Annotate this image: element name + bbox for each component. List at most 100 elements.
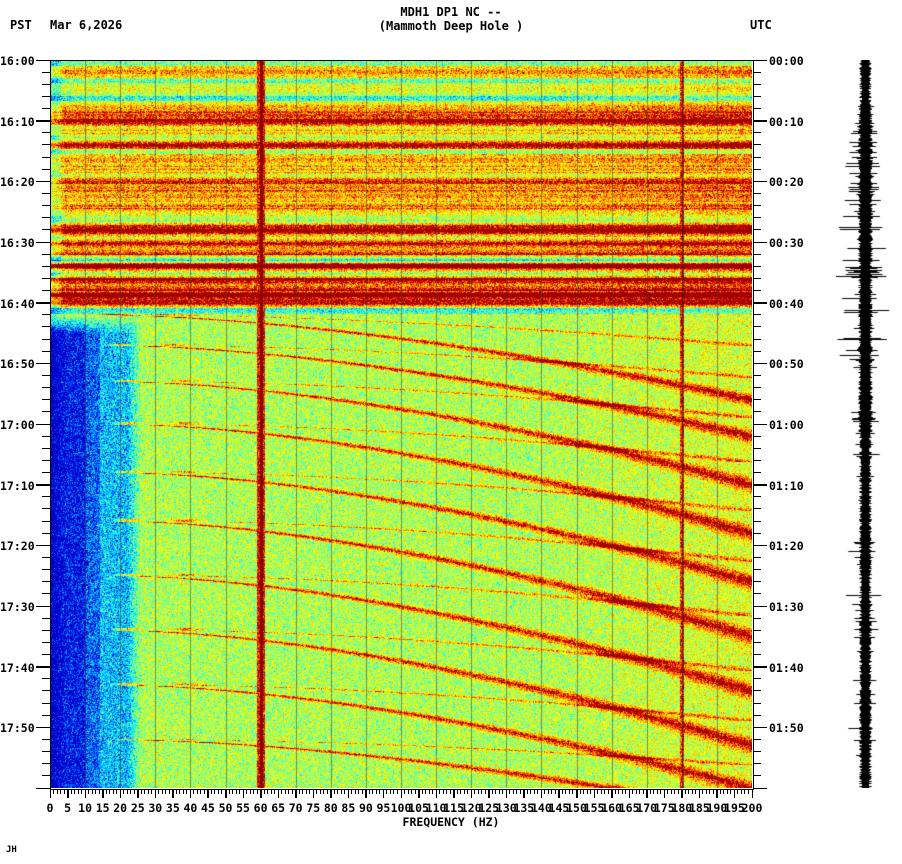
freq-tick-minor	[547, 789, 549, 794]
time-tick-minor-right	[753, 265, 761, 267]
time-tick-label-utc: 00:20	[769, 175, 804, 190]
freq-tick-minor	[186, 789, 188, 794]
time-tick-minor-right	[753, 326, 761, 328]
time-tick-label-pst: 16:20	[0, 175, 35, 190]
freq-tick-major	[365, 789, 367, 798]
freq-tick-minor	[656, 789, 658, 794]
time-tick-minor-left	[42, 253, 50, 255]
time-tick-minor-left	[42, 326, 50, 328]
time-tick-label-pst: 16:10	[0, 114, 35, 129]
time-tick-minor-left	[42, 399, 50, 401]
freq-tick-label: 195	[724, 801, 745, 815]
time-tick-minor-right	[753, 411, 761, 413]
seismogram-trace-panel[interactable]	[836, 60, 900, 788]
freq-tick-minor	[74, 789, 76, 794]
freq-tick-major	[593, 789, 596, 798]
freq-tick-minor	[411, 789, 413, 794]
freq-tick-minor	[618, 789, 620, 794]
freq-tick-label: 135	[513, 801, 535, 815]
time-tick-minor-left	[42, 678, 50, 680]
time-tick-minor-left	[42, 71, 50, 73]
spectrogram-plot-area[interactable]	[50, 60, 752, 788]
freq-tick-minor	[712, 789, 714, 794]
time-tick-minor-left	[42, 192, 50, 194]
freq-tick-minor	[533, 789, 535, 794]
time-tick-major-left	[36, 120, 50, 122]
timezone-label-utc: UTC	[750, 18, 772, 32]
time-tick-minor-right	[753, 192, 761, 194]
freq-tick-minor	[421, 789, 423, 794]
freq-tick-minor	[53, 789, 54, 794]
freq-tick-minor	[333, 789, 335, 794]
time-tick-major-left	[36, 484, 50, 486]
freq-tick-minor	[105, 789, 107, 794]
time-tick-minor-left	[42, 714, 50, 716]
freq-tick-major	[681, 789, 683, 798]
time-tick-minor-right	[753, 217, 761, 219]
time-tick-minor-right	[753, 629, 761, 631]
freq-tick-minor	[228, 789, 230, 794]
freq-tick-minor	[670, 789, 672, 794]
time-tick-minor-right	[753, 205, 761, 207]
freq-tick-major	[435, 789, 438, 798]
time-tick-minor-right	[753, 387, 761, 389]
freq-tick-minor	[210, 789, 212, 794]
freq-tick-minor	[705, 789, 707, 794]
freq-tick-minor	[253, 789, 255, 794]
freq-tick-minor	[147, 789, 149, 794]
freq-tick-major	[189, 789, 192, 798]
freq-tick-minor	[530, 789, 532, 794]
freq-tick-minor	[442, 789, 444, 794]
freq-tick-minor	[590, 789, 592, 794]
freq-tick-minor	[91, 789, 93, 794]
time-tick-minor-left	[42, 338, 50, 340]
time-tick-major-left	[36, 241, 50, 243]
freq-tick-minor	[109, 789, 111, 794]
time-tick-label-pst: 17:00	[0, 418, 35, 432]
freq-tick-major	[663, 789, 666, 798]
freq-tick-minor	[649, 789, 651, 794]
time-tick-major-right	[753, 484, 767, 486]
freq-tick-minor	[688, 789, 690, 794]
corner-mark: JH	[6, 845, 17, 855]
date-label: Mar 6,2026	[50, 18, 123, 32]
freq-tick-major	[242, 789, 245, 798]
time-tick-minor-right	[753, 71, 761, 73]
freq-tick-major	[505, 789, 508, 798]
freq-tick-minor	[439, 789, 441, 794]
time-tick-label-utc: 01:20	[769, 539, 804, 554]
time-tick-label-utc: 01:40	[769, 660, 804, 675]
freq-tick-major	[488, 789, 490, 798]
freq-tick-minor	[719, 789, 721, 794]
freq-tick-label: 70	[288, 801, 303, 815]
freq-tick-major	[137, 789, 139, 798]
time-tick-minor-left	[42, 702, 50, 704]
freq-tick-minor	[642, 789, 644, 794]
freq-tick-minor	[572, 789, 574, 794]
time-tick-major-left	[36, 726, 50, 729]
time-tick-minor-left	[42, 654, 50, 656]
freq-tick-minor	[740, 789, 742, 794]
freq-tick-major	[347, 789, 350, 798]
freq-tick-minor	[723, 789, 725, 794]
freq-tick-minor	[498, 789, 500, 794]
freq-tick-minor	[396, 789, 398, 794]
freq-tick-minor	[512, 789, 514, 794]
freq-tick-minor	[88, 789, 90, 794]
time-tick-minor-right	[753, 144, 761, 146]
freq-tick-label: 5	[64, 801, 72, 815]
freq-tick-minor	[579, 789, 581, 794]
time-tick-major-left	[36, 605, 50, 607]
time-tick-minor-left	[42, 387, 50, 389]
freq-tick-label: 175	[653, 801, 675, 815]
freq-tick-minor	[182, 789, 184, 794]
freq-tick-major	[733, 789, 736, 798]
freq-tick-minor	[239, 789, 241, 794]
freq-tick-label: 45	[201, 801, 215, 815]
time-tick-major-left	[36, 59, 50, 61]
freq-tick-minor	[379, 789, 381, 794]
time-tick-label-utc: 01:50	[769, 721, 804, 736]
time-tick-minor-left	[42, 83, 50, 85]
time-tick-minor-right	[753, 350, 761, 352]
frequency-axis-title: FREQUENCY (HZ)	[402, 815, 500, 829]
